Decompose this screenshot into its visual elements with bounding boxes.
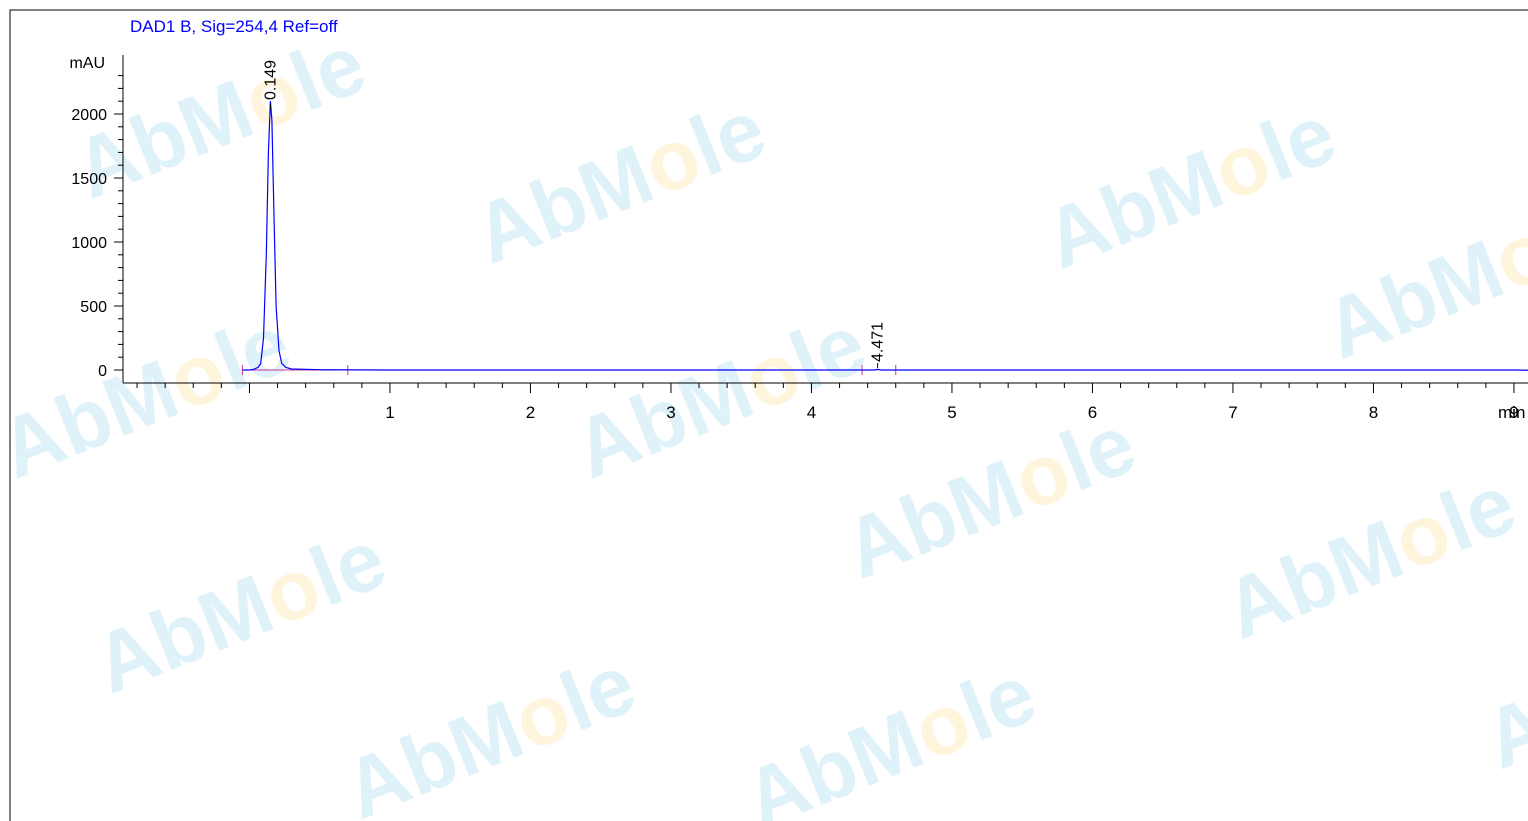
- x-axis-label: min: [1498, 403, 1525, 422]
- y-tick-label: 2000: [71, 107, 107, 124]
- y-ticks: 0 500 1000 1500 2000: [71, 75, 123, 380]
- y-tick-label: 0: [98, 363, 107, 380]
- y-axis-label: mAU: [69, 55, 105, 72]
- x-tick-label: 5: [947, 403, 956, 422]
- x-ticks: 1 2 3 4 5 6 7 8 9: [136, 383, 1519, 422]
- x-tick-label: 4: [807, 403, 816, 422]
- x-tick-label: 9: [1509, 403, 1518, 422]
- y-tick-label: 500: [80, 299, 107, 316]
- x-tick-label: 2: [526, 403, 535, 422]
- x-tick-label: 3: [666, 403, 675, 422]
- peak-label: 0.149: [262, 60, 279, 100]
- chromatogram-trace: [242, 101, 1528, 371]
- outer-border: [9, 9, 1528, 821]
- x-tick-label: 8: [1369, 403, 1378, 422]
- chart-title: DAD1 B, Sig=254,4 Ref=off: [130, 17, 338, 36]
- x-tick-label: 7: [1228, 403, 1237, 422]
- peak-label: 4.471: [870, 322, 887, 362]
- x-tick-label: 6: [1088, 403, 1097, 422]
- peak-labels: 0.149 4.471: [262, 60, 887, 368]
- series-layer: [242, 101, 1528, 371]
- y-tick-label: 1000: [71, 235, 107, 252]
- y-tick-label: 1500: [71, 171, 107, 188]
- x-tick-label: 1: [385, 403, 394, 422]
